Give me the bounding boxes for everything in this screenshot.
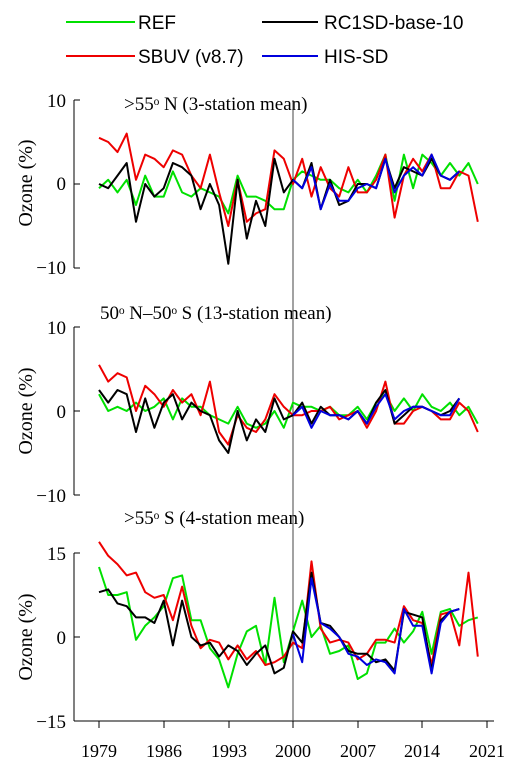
legend-label-hissd: HIS-SD	[324, 47, 388, 68]
panel-1-series-his-sd	[292, 153, 460, 211]
panel-1-ylabel: Ozone (%)	[15, 139, 37, 226]
legend-label-sbuv: SBUV (v8.7)	[138, 47, 244, 68]
series-layer	[98, 132, 479, 689]
panel-1-ytick-top: 10	[47, 91, 66, 112]
axes	[73, 99, 494, 728]
xtick-label-2014: 2014	[404, 741, 440, 761]
panel-3-ytick-top: 15	[47, 544, 66, 565]
panel-2-series-ref	[98, 393, 479, 429]
xtick-label-2021: 2021	[469, 741, 505, 761]
xtick-label-2007: 2007	[340, 741, 376, 761]
panel-2-series-his-sd	[292, 393, 461, 429]
legend-label-ref: REF	[138, 13, 176, 34]
xtick-label-2000: 2000	[275, 741, 311, 761]
panel-3-title: >55ᵒ S (4-station mean)	[124, 508, 304, 529]
panel-1-title: >55ᵒ N (3-station mean)	[124, 94, 307, 115]
panel-2-ylabel: Ozone (%)	[15, 367, 37, 454]
legend: REF RC1SD-base-10 SBUV (v8.7) HIS-SD	[66, 13, 463, 68]
panel-3-ytick-zero: 0	[57, 628, 67, 649]
panel-1-series-ref	[98, 153, 479, 215]
panel-1-ytick-zero: 0	[57, 174, 67, 195]
panel-3-series-ref	[98, 566, 479, 689]
panel-2-ytick-top: 10	[47, 318, 66, 339]
x-tick-labels: 1979 1986 1993 2000 2007 2014 2021	[81, 741, 505, 761]
xtick-label-1993: 1993	[211, 741, 247, 761]
panel-3-ylabel: Ozone (%)	[15, 593, 37, 680]
panel-1-ytick-bottom: −10	[36, 258, 66, 279]
xtick-label-1979: 1979	[81, 741, 117, 761]
panel-1: >55ᵒ N (3-station mean) Ozone (%) 10 0 −…	[15, 91, 307, 279]
panel-3-ytick-bottom: −15	[36, 712, 66, 733]
panel-2-ytick-zero: 0	[57, 402, 67, 423]
panel-2-title: 50ᵒ N–50ᵒ S (13-station mean)	[100, 303, 332, 324]
panel-2-ytick-bottom: −10	[36, 486, 66, 507]
panel-2: 50ᵒ N–50ᵒ S (13-station mean) Ozone (%) …	[15, 303, 332, 507]
panel-2-series-rc1sd-base-10	[98, 389, 461, 454]
panel-3: >55ᵒ S (4-station mean) Ozone (%) 15 0 −…	[15, 508, 505, 761]
legend-label-rc1sd: RC1SD-base-10	[324, 13, 463, 34]
panel-1-series-rc1sd-base-10	[98, 157, 460, 265]
panel-1-series-sbuv-v8-7	[98, 132, 479, 227]
xtick-label-1986: 1986	[146, 741, 182, 761]
panel-3-series-his-sd	[292, 577, 460, 675]
